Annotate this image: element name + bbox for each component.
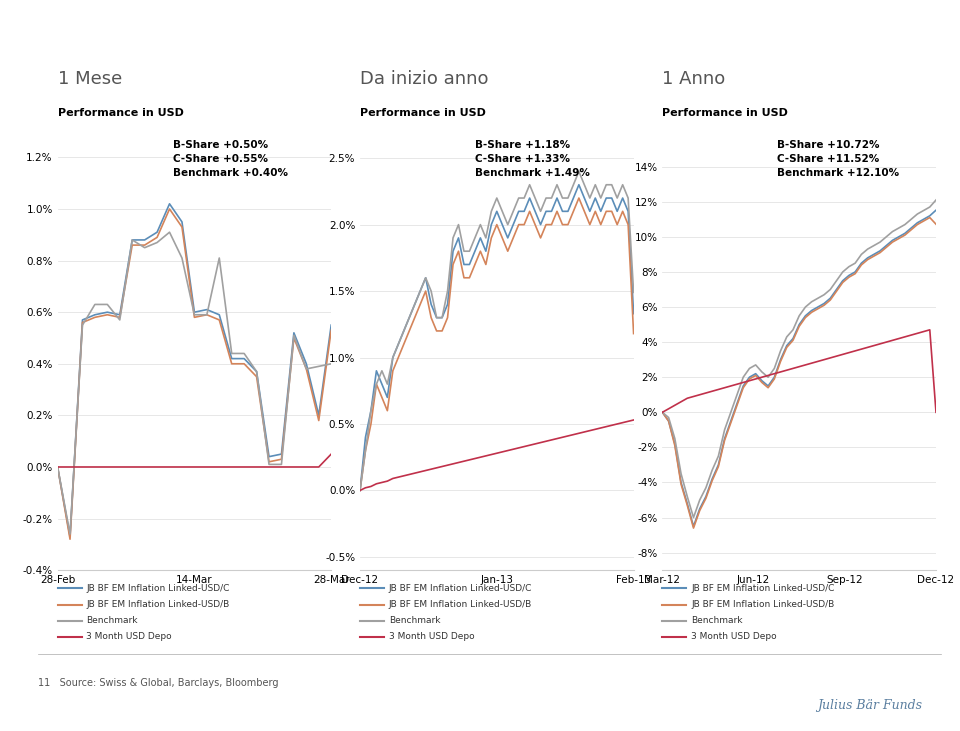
Text: B-Share +0.50%
C-Share +0.55%
Benchmark +0.40%: B-Share +0.50% C-Share +0.55% Benchmark … [173, 140, 287, 178]
Text: 1 Anno: 1 Anno [662, 69, 726, 88]
Text: 11   Source: Swiss & Global, Barclays, Bloomberg: 11 Source: Swiss & Global, Barclays, Blo… [38, 678, 279, 689]
Text: Performance in USD: Performance in USD [662, 108, 788, 118]
Text: JB BF EM Inflation Linked-USD/B: JB BF EM Inflation Linked-USD/B [86, 600, 229, 609]
Text: Performance del fondo: Performance del fondo [12, 30, 404, 58]
Text: al 31 Marzo 2013: al 31 Marzo 2013 [12, 72, 182, 91]
Text: JB BF EM Inflation Linked-USD/C: JB BF EM Inflation Linked-USD/C [86, 584, 229, 593]
Text: Benchmark: Benchmark [691, 616, 743, 625]
Text: B-Share +10.72%
C-Share +11.52%
Benchmark +12.10%: B-Share +10.72% C-Share +11.52% Benchmar… [778, 140, 900, 178]
Text: JB BF EM Inflation Linked-USD/B: JB BF EM Inflation Linked-USD/B [691, 600, 834, 609]
Text: Benchmark: Benchmark [389, 616, 441, 625]
Text: 3 Month USD Depo: 3 Month USD Depo [691, 632, 777, 641]
Text: 3 Month USD Depo: 3 Month USD Depo [86, 632, 172, 641]
Text: JB BF EM Inflation Linked-USD/C: JB BF EM Inflation Linked-USD/C [389, 584, 532, 593]
Text: SWISS &: SWISS & [863, 29, 937, 45]
Text: JB BF EM Inflation Linked-USD/C: JB BF EM Inflation Linked-USD/C [691, 584, 834, 593]
Text: Julius Bär Funds: Julius Bär Funds [817, 699, 922, 712]
Text: 1 Mese: 1 Mese [58, 69, 122, 88]
Text: B-Share +1.18%
C-Share +1.33%
Benchmark +1.49%: B-Share +1.18% C-Share +1.33% Benchmark … [475, 140, 589, 178]
Text: Da inizio anno: Da inizio anno [360, 69, 489, 88]
Text: 3 Month USD Depo: 3 Month USD Depo [389, 632, 474, 641]
Text: JB BF EM Inflation Linked-USD/B: JB BF EM Inflation Linked-USD/B [389, 600, 532, 609]
Text: Benchmark: Benchmark [86, 616, 138, 625]
Text: Performance in USD: Performance in USD [360, 108, 486, 118]
Text: Performance in USD: Performance in USD [58, 108, 183, 118]
Text: ASSET MANAGEMENT: ASSET MANAGEMENT [863, 80, 937, 86]
Text: GLOBAL: GLOBAL [866, 54, 934, 69]
